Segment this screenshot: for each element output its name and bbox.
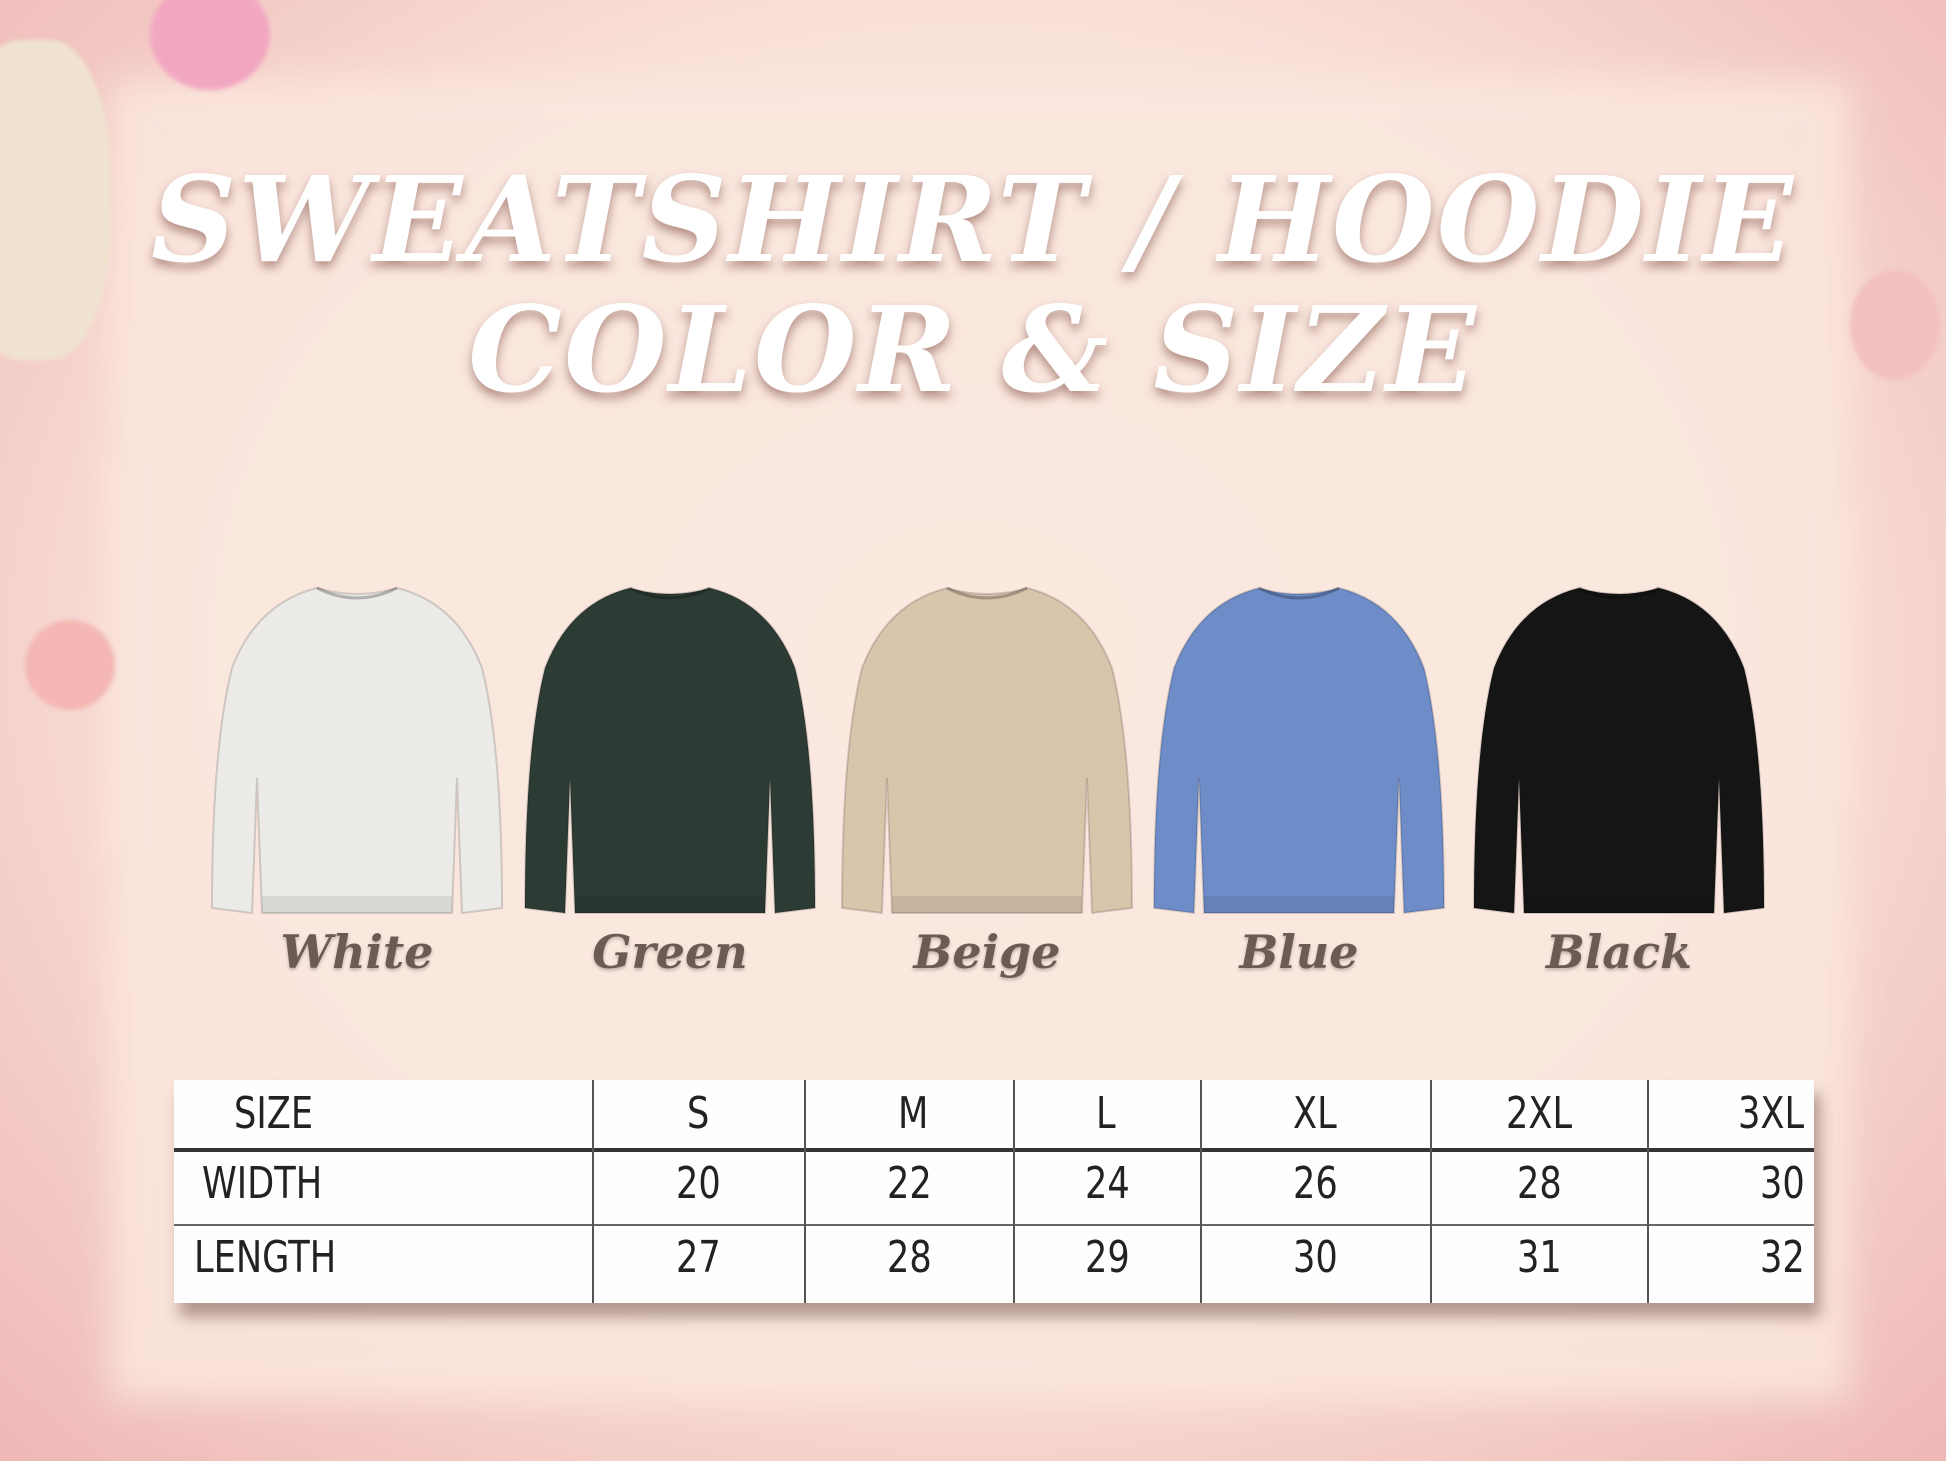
table-cell: 20 <box>676 1158 721 1209</box>
color-label: Blue <box>1239 925 1359 979</box>
table-cell: 28 <box>886 1232 932 1283</box>
table-cell: 27 <box>676 1232 721 1283</box>
sweatshirt-blue <box>1149 578 1449 928</box>
title-line-2: COLOR & SIZE <box>468 280 1478 419</box>
column-divider <box>804 1080 806 1303</box>
table-cell: 31 <box>1516 1232 1562 1283</box>
column-divider <box>1647 1080 1649 1303</box>
column-divider <box>1430 1080 1432 1303</box>
button-decoration <box>25 620 115 710</box>
header-cell: 2XL <box>1505 1088 1572 1139</box>
header-cell: XL <box>1293 1088 1337 1139</box>
column-divider <box>592 1080 594 1303</box>
size-table: SIZE S M L XL 2XL 3XL WIDTH 20 22 24 26 28 30 LENGTH 27… <box>174 1080 1814 1303</box>
row-divider <box>174 1224 1814 1226</box>
button-decoration <box>1850 270 1940 380</box>
header-cell: L <box>1095 1088 1116 1139</box>
table-cell: 29 <box>1084 1232 1130 1283</box>
title-line-1: SWEATSHIRT / HOODIE <box>150 150 1796 289</box>
header-cell: S <box>687 1088 710 1139</box>
table-cell: LENGTH <box>194 1232 337 1283</box>
column-divider <box>1200 1080 1202 1303</box>
header-cell: SIZE <box>234 1088 314 1139</box>
table-cell: 24 <box>1084 1158 1130 1209</box>
header-divider <box>174 1148 1814 1152</box>
sweatshirt-black <box>1469 578 1769 928</box>
color-label: Black <box>1545 925 1693 979</box>
column-divider <box>1013 1080 1015 1303</box>
flower-decoration <box>0 40 110 360</box>
table-cell: WIDTH <box>202 1158 323 1209</box>
table-cell: 28 <box>1516 1158 1562 1209</box>
table-cell: 22 <box>886 1158 932 1209</box>
header-cell: 3XL <box>1738 1088 1805 1139</box>
table-cell: 30 <box>1760 1158 1805 1209</box>
color-label: Green <box>592 925 748 979</box>
table-cell: 26 <box>1293 1158 1338 1209</box>
sweatshirt-white <box>207 578 507 928</box>
sweatshirt-green <box>520 578 820 928</box>
header-cell: M <box>897 1088 928 1139</box>
flower-decoration <box>150 0 270 90</box>
color-label: White <box>280 925 434 979</box>
color-label: Beige <box>913 925 1061 979</box>
table-cell: 32 <box>1760 1232 1805 1283</box>
table-cell: 30 <box>1293 1232 1338 1283</box>
sweatshirt-beige <box>837 578 1137 928</box>
